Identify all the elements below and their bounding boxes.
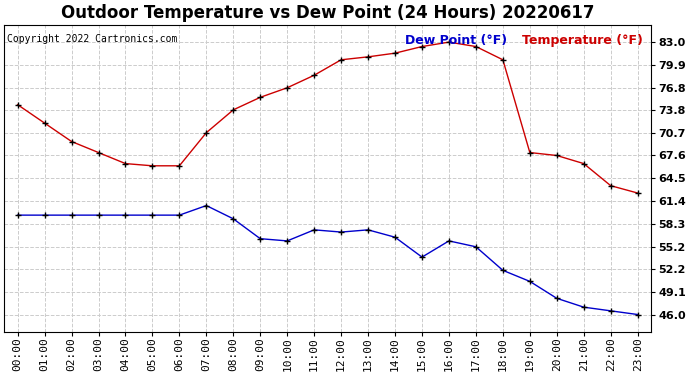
Title: Outdoor Temperature vs Dew Point (24 Hours) 20220617: Outdoor Temperature vs Dew Point (24 Hou… xyxy=(61,4,594,22)
Text: Temperature (°F): Temperature (°F) xyxy=(522,34,642,47)
Text: Copyright 2022 Cartronics.com: Copyright 2022 Cartronics.com xyxy=(8,34,178,44)
Text: Dew Point (°F): Dew Point (°F) xyxy=(405,34,507,47)
